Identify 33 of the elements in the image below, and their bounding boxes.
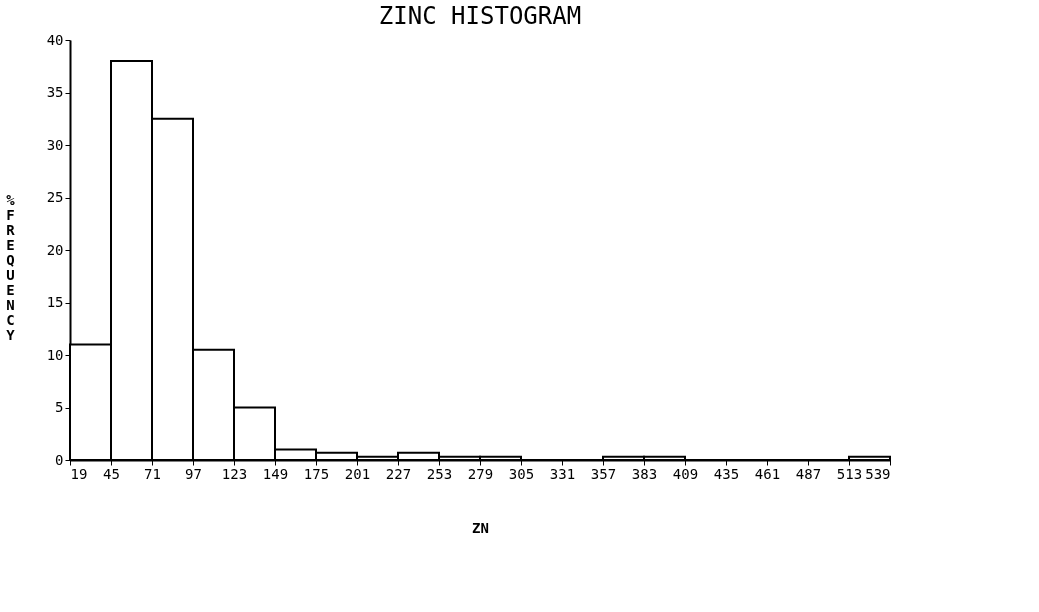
x-tick-label: 435: [713, 465, 740, 482]
x-tick-label: 97: [185, 465, 202, 482]
x-tick-label: 123: [221, 465, 248, 482]
x-tick-label: 383: [631, 465, 658, 482]
chart-title: ZINC HISTOGRAM: [378, 2, 582, 30]
y-tick-label: 35: [46, 84, 64, 100]
x-tick-label: 305: [508, 465, 535, 482]
y-tick-label: 20: [46, 241, 64, 258]
x-tick-label: 253: [426, 465, 453, 482]
x-tick-label: 19: [70, 465, 88, 482]
x-tick-label: 227: [385, 465, 412, 482]
y-tick-label: 25: [46, 189, 64, 205]
y-tick-label: 40: [46, 31, 64, 48]
x-tick-label: 279: [467, 465, 494, 482]
x-tick-label: 539: [865, 465, 891, 482]
y-tick-label: 0: [55, 451, 64, 468]
x-tick-label: 357: [590, 465, 617, 482]
x-axis-title: ZN: [472, 519, 489, 536]
x-tick-label: 409: [672, 465, 699, 482]
x-tick-label: 513: [836, 465, 863, 482]
x-tick-label: 71: [144, 465, 161, 482]
x-tick-label: 201: [344, 465, 371, 482]
x-tick-label: 45: [103, 465, 120, 482]
x-tick-label: 331: [549, 465, 576, 482]
y-tick-label: 15: [46, 294, 64, 310]
y-tick-label: 5: [55, 399, 64, 415]
text: % FREQUENCY: [6, 191, 15, 343]
y-tick-label: 10: [46, 346, 64, 363]
x-tick-label: 487: [795, 465, 822, 482]
x-tick-label: 461: [754, 465, 781, 482]
y-tick-label: 30: [46, 136, 64, 153]
x-tick-label: 175: [303, 465, 330, 482]
x-tick-label: 149: [262, 465, 289, 482]
